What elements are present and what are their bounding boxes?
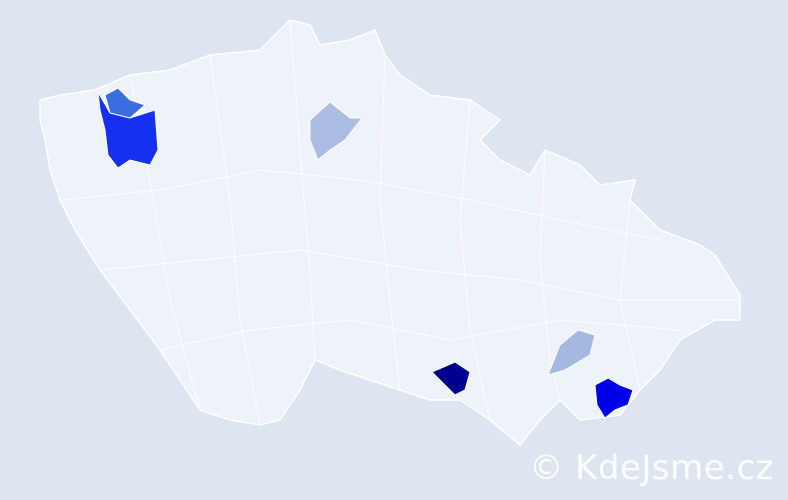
watermark: © KdeJsme.cz (529, 448, 774, 488)
region-highlight (309, 101, 364, 161)
region-highlight (431, 361, 471, 396)
country-outline (39, 19, 741, 447)
region-highlight (547, 329, 596, 376)
region-highlight (594, 377, 634, 419)
region-highlight (104, 87, 146, 119)
